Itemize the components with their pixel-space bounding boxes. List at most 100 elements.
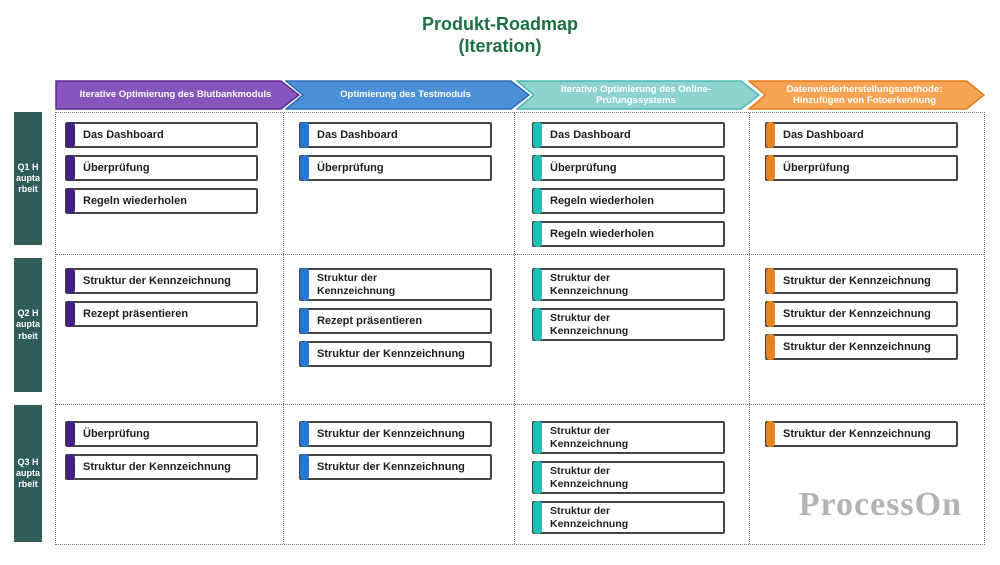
task-card-label: Rezept präsentieren: [83, 307, 189, 320]
task-card[interactable]: Rezept präsentieren: [299, 308, 492, 334]
task-card[interactable]: Struktur der Kennzeichnung: [532, 501, 725, 534]
task-card-label: Struktur der Kennzeichnung: [83, 460, 231, 473]
task-card[interactable]: Regeln wiederholen: [532, 188, 725, 214]
cell-q3-blutbankmodul: Überprüfung Struktur der Kennzeichnung: [65, 421, 258, 480]
task-card[interactable]: Struktur der Kennzeichnung: [532, 308, 725, 341]
cell-q3-datenwiederherstellung: Struktur der Kennzeichnung: [765, 421, 958, 447]
grid-divider-horizontal: [56, 254, 984, 255]
task-card-label: Struktur der Kennzeichnung: [317, 460, 465, 473]
task-card[interactable]: Regeln wiederholen: [532, 221, 725, 247]
cell-q2-pruefungssystem: Struktur der Kennzeichnung Struktur der K…: [532, 268, 725, 341]
task-card-label: Struktur der Kennzeichnung: [550, 465, 629, 490]
task-card[interactable]: Das Dashboard: [65, 122, 258, 148]
task-card[interactable]: Struktur der Kennzeichnung: [65, 454, 258, 480]
card-accent-bar: [300, 341, 309, 367]
task-card-label: Überprüfung: [83, 427, 150, 440]
task-card-label: Struktur der Kennzeichnung: [550, 272, 629, 297]
task-card[interactable]: Überprüfung: [765, 155, 958, 181]
column-header-blutbankmodul[interactable]: Iterative Optimierung des Blutbankmoduls: [55, 80, 300, 110]
card-accent-bar: [533, 188, 542, 214]
task-card-label: Struktur der Kennzeichnung: [783, 427, 931, 440]
task-card[interactable]: Struktur der Kennzeichnung: [299, 421, 492, 447]
arrow-banner-shape: [516, 80, 760, 110]
task-card[interactable]: Überprüfung: [299, 155, 492, 181]
task-card-label: Struktur der Kennzeichnung: [317, 272, 396, 297]
task-card[interactable]: Struktur der Kennzeichnung: [65, 268, 258, 294]
task-card[interactable]: Rezept präsentieren: [65, 301, 258, 327]
card-accent-bar: [533, 221, 542, 247]
card-accent-bar: [766, 268, 775, 294]
arrow-banner-shape: [748, 80, 985, 110]
cell-q3-pruefungssystem: Struktur der Kennzeichnung Struktur der K…: [532, 421, 725, 534]
cell-q1-pruefungssystem: Das Dashboard Überprüfung Regeln wiederhol…: [532, 122, 725, 247]
processon-watermark: ProcessOn: [798, 486, 962, 523]
card-accent-bar: [533, 155, 542, 181]
task-card[interactable]: Struktur der Kennzeichnung: [765, 301, 958, 327]
task-card[interactable]: Regeln wiederholen: [65, 188, 258, 214]
arrow-banner-shape: [55, 80, 300, 110]
card-accent-bar: [66, 188, 75, 214]
cell-q1-datenwiederherstellung: Das Dashboard Überprüfung: [765, 122, 958, 181]
card-accent-bar: [533, 461, 542, 494]
task-card-label: Rezept präsentieren: [317, 314, 423, 327]
grid-divider-vertical: [749, 113, 750, 544]
task-card[interactable]: Struktur der Kennzeichnung: [299, 454, 492, 480]
task-card[interactable]: Struktur der Kennzeichnung: [765, 421, 958, 447]
task-card[interactable]: Das Dashboard: [532, 122, 725, 148]
task-card-label: Struktur der Kennzeichnung: [83, 274, 231, 287]
row-label-q3[interactable]: Q3 Hauptarbeit: [14, 405, 42, 542]
task-card-label: Struktur der Kennzeichnung: [550, 312, 629, 337]
task-card-label: Struktur der Kennzeichnung: [783, 274, 931, 287]
task-card[interactable]: Struktur der Kennzeichnung: [765, 268, 958, 294]
task-card-label: Struktur der Kennzeichnung: [783, 307, 931, 320]
card-accent-bar: [766, 155, 775, 181]
card-accent-bar: [300, 421, 309, 447]
task-card-label: Das Dashboard: [783, 128, 864, 141]
cell-q2-blutbankmodul: Struktur der Kennzeichnung Rezept präsent…: [65, 268, 258, 327]
card-accent-bar: [533, 308, 542, 341]
column-header-label: Datenwiederherstellungsmethode: Hinzufüg…: [786, 83, 943, 106]
task-card-label: Struktur der Kennzeichnung: [550, 505, 629, 530]
card-accent-bar: [533, 122, 542, 148]
card-accent-bar: [766, 421, 775, 447]
task-card[interactable]: Das Dashboard: [299, 122, 492, 148]
task-card[interactable]: Struktur der Kennzeichnung: [532, 421, 725, 454]
task-card[interactable]: Überprüfung: [532, 155, 725, 181]
card-accent-bar: [533, 268, 542, 301]
task-card-label: Struktur der Kennzeichnung: [317, 427, 465, 440]
task-card[interactable]: Struktur der Kennzeichnung: [765, 334, 958, 360]
card-accent-bar: [66, 155, 75, 181]
task-card[interactable]: Überprüfung: [65, 155, 258, 181]
task-card[interactable]: Struktur der Kennzeichnung: [532, 268, 725, 301]
cell-q1-testmodul: Das Dashboard Überprüfung: [299, 122, 492, 181]
column-header-pruefungssystem[interactable]: Iterative Optimierung des Online-Prüfung…: [516, 80, 760, 110]
task-card[interactable]: Struktur der Kennzeichnung: [299, 341, 492, 367]
column-header-datenwiederherstellung[interactable]: Datenwiederherstellungsmethode: Hinzufüg…: [748, 80, 985, 110]
column-header-testmodul[interactable]: Optimierung des Testmoduls: [285, 80, 530, 110]
card-accent-bar: [300, 155, 309, 181]
column-header-label: Iterative Optimierung des Blutbankmoduls: [79, 89, 272, 101]
task-card-label: Struktur der Kennzeichnung: [317, 347, 465, 360]
cell-q2-datenwiederherstellung: Struktur der Kennzeichnung Struktur der K…: [765, 268, 958, 360]
row-label-q1[interactable]: Q1 Hauptarbeit: [14, 112, 42, 245]
task-card-label: Struktur der Kennzeichnung: [783, 340, 931, 353]
column-header-label: Optimierung des Testmoduls: [340, 89, 471, 101]
card-accent-bar: [66, 454, 75, 480]
task-card[interactable]: Struktur der Kennzeichnung: [532, 461, 725, 494]
task-card-label: Das Dashboard: [550, 128, 631, 141]
page-title-line1: Produkt-Roadmap: [421, 14, 578, 34]
task-card[interactable]: Überprüfung: [65, 421, 258, 447]
row-label-q2[interactable]: Q2 Hauptarbeit: [14, 258, 42, 392]
task-card[interactable]: Struktur der Kennzeichnung: [299, 268, 492, 301]
grid-divider-horizontal: [56, 404, 984, 405]
task-card[interactable]: Das Dashboard: [765, 122, 958, 148]
task-card-label: Das Dashboard: [83, 128, 164, 141]
card-accent-bar: [766, 122, 775, 148]
task-card-label: Struktur der Kennzeichnung: [550, 425, 629, 450]
task-card-label: Überprüfung: [550, 161, 617, 174]
card-accent-bar: [66, 421, 75, 447]
page-title: Produkt-Roadmap (Iteration): [0, 14, 1000, 58]
card-accent-bar: [66, 122, 75, 148]
task-card-label: Regeln wiederholen: [550, 227, 654, 240]
